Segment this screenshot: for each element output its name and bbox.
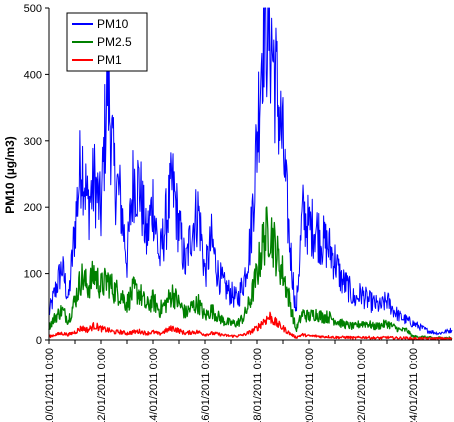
x-tick-label: 10/01/2011 0:00	[44, 348, 56, 422]
y-tick-label: 0	[36, 335, 42, 347]
x-tick-label: 12/01/2011 0:00	[96, 348, 108, 422]
y-tick-label: 100	[24, 269, 42, 281]
x-tick-label: 20/01/2011 0:00	[304, 348, 316, 422]
legend: PM10 PM2.5 PM1	[66, 12, 148, 72]
series-line-pm10	[48, 7, 453, 336]
axes: 0 100 200 300 400 500 10/01/2011 0:00 12/01/201…	[24, 3, 452, 422]
y-tick-label: 400	[24, 69, 42, 81]
x-tick-label: 22/01/2011 0:00	[356, 348, 368, 422]
y-tick-label: 200	[24, 202, 42, 214]
legend-label: PM1	[97, 53, 122, 67]
y-axis-title: PM10 (µg/m3)	[3, 136, 17, 214]
y-tick-label: 300	[24, 136, 42, 148]
x-tick-label: 14/01/2011 0:00	[148, 348, 160, 422]
plot-area	[48, 7, 453, 341]
x-tick-label: 24/01/2011 0:00	[408, 348, 420, 422]
legend-label: PM10	[97, 17, 129, 31]
x-tick-label: 16/01/2011 0:00	[200, 348, 212, 422]
series-line-pm25	[48, 206, 453, 340]
x-tick-label: 18/01/2011 0:00	[252, 348, 264, 422]
legend-label: PM2.5	[97, 35, 132, 49]
series-line-pm1	[48, 311, 453, 341]
y-tick-label: 500	[24, 3, 42, 15]
